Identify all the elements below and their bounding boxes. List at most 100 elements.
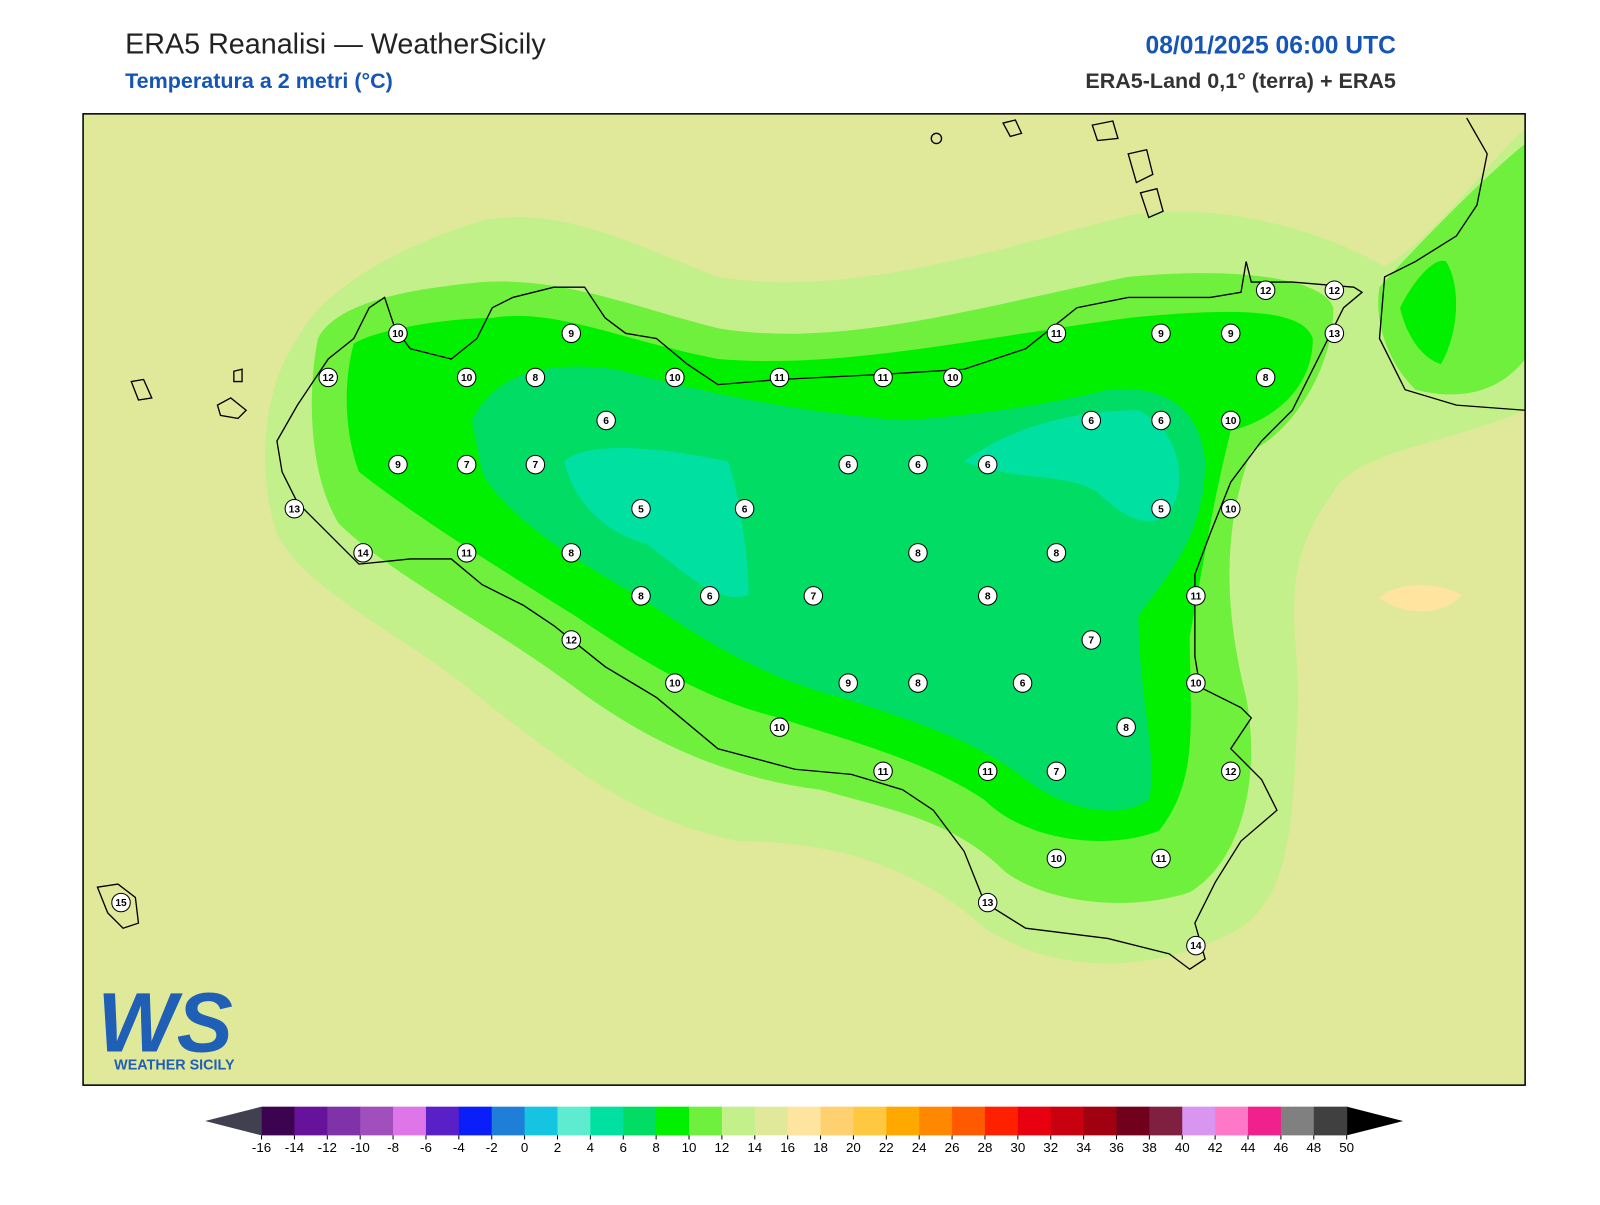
colorbar-bin: [886, 1106, 920, 1136]
colorbar-tick-label: -14: [285, 1140, 305, 1155]
station-value: 13: [982, 898, 994, 909]
station-marker: [525, 367, 546, 388]
station-marker: [769, 717, 790, 737]
station-marker: [1046, 761, 1067, 782]
station-value: 6: [1088, 416, 1094, 427]
station-marker: [977, 761, 998, 782]
station-marker: [908, 543, 928, 563]
station-value: 11: [878, 767, 889, 778]
station-value: 10: [669, 679, 681, 690]
station-value: 14: [357, 548, 369, 559]
colorbar-bin: [1182, 1106, 1216, 1136]
station-value: 10: [461, 373, 473, 384]
station-marker: [1186, 673, 1206, 693]
station-marker: [665, 367, 685, 388]
station-marker: [977, 892, 998, 913]
colorbar-tick-label: 30: [1010, 1140, 1025, 1155]
station-marker: [1046, 848, 1067, 869]
colorbar-tick-label: -12: [318, 1140, 337, 1155]
colorbar-tick-label: 32: [1043, 1140, 1058, 1155]
colorbar-bin: [721, 1106, 756, 1136]
colorbar-bin: [1280, 1106, 1315, 1136]
station-marker: [1255, 280, 1276, 300]
station-value: 6: [603, 416, 609, 427]
station-value: 11: [461, 548, 472, 559]
station-value: 10: [1190, 679, 1202, 690]
colorbar-bin: [327, 1106, 361, 1136]
island: [1091, 120, 1119, 142]
colorbar-tick-label: 44: [1241, 1140, 1256, 1155]
island: [1139, 187, 1164, 219]
station-value: 12: [1329, 286, 1341, 297]
colorbar-bin: [754, 1106, 789, 1136]
colorbar-bin: [853, 1106, 887, 1136]
station-value: 7: [1054, 767, 1060, 778]
colorbar-bin: [656, 1106, 690, 1136]
station-value: 7: [810, 591, 816, 602]
colorbar-bin: [919, 1106, 953, 1136]
contour-4-6: [964, 410, 1180, 522]
station-value: 8: [915, 679, 921, 690]
coastline-calabria: [1378, 117, 1526, 411]
station-marker: [353, 543, 373, 563]
station-value: 12: [323, 373, 335, 384]
station-value: 11: [878, 373, 889, 384]
colorbar-tick-label: 20: [846, 1140, 861, 1155]
station-value: 10: [392, 329, 404, 340]
station-marker: [1255, 367, 1276, 388]
station-marker: [1221, 323, 1241, 344]
source: ERA5-Land 0,1° (terra) + ERA5: [1085, 69, 1396, 93]
colorbar-bin: [1248, 1106, 1282, 1136]
colorbar-bin: [393, 1106, 427, 1136]
colorbar-tick-label: 22: [879, 1140, 894, 1155]
station-marker: [1221, 410, 1241, 431]
colorbar-tick-label: 6: [620, 1140, 627, 1155]
station-marker: [1151, 498, 1171, 519]
colorbar: -16 -14 -12 -10 -8 -6 -4 -2 0 2 4 6 8 10 12 14 16 18 20 22 2…: [205, 1106, 1404, 1155]
station-marker: [388, 454, 408, 475]
station-value: 8: [1054, 548, 1060, 559]
colorbar-tick-label: 18: [813, 1140, 828, 1155]
colorbar-bin: [820, 1106, 854, 1136]
station-value: 12: [566, 636, 578, 647]
island: [1127, 148, 1154, 184]
station-value: 10: [669, 373, 681, 384]
station-marker: [388, 323, 408, 344]
colorbar-tick-label: 48: [1306, 1140, 1321, 1155]
station-value: 10: [1051, 854, 1063, 865]
station-marker: [977, 586, 998, 606]
colorbar-over: [1346, 1106, 1404, 1136]
station-marker: [318, 367, 338, 388]
colorbar-tick-label: 40: [1175, 1140, 1190, 1155]
station-value: 8: [638, 591, 644, 602]
colorbar-bin: [557, 1106, 591, 1136]
colorbar-bin: [689, 1106, 723, 1136]
station-marker: [1221, 761, 1241, 782]
colorbar-tick-label: 26: [945, 1140, 960, 1155]
colorbar-tick-label: 36: [1109, 1140, 1124, 1155]
colorbar-tick-label: -8: [387, 1140, 399, 1155]
colorbar-tick-label: 14: [747, 1140, 762, 1155]
station-value: 15: [115, 898, 127, 909]
station-marker: [769, 367, 790, 388]
station-marker: [908, 454, 928, 475]
map-frame: [82, 113, 1526, 1086]
station-value: 9: [1228, 329, 1234, 340]
station-marker: [561, 323, 582, 344]
station-value: 10: [1225, 504, 1237, 515]
station-value: 9: [845, 679, 851, 690]
station-marker: [873, 761, 893, 782]
island: [1002, 119, 1023, 138]
station-marker: [977, 454, 998, 475]
station-value: 6: [1158, 416, 1164, 427]
colorbar-bin: [294, 1106, 328, 1136]
station-marker: [596, 410, 616, 431]
station-value: 5: [638, 504, 644, 515]
colorbar-tick-label: -16: [252, 1140, 271, 1155]
station-value: 8: [568, 548, 574, 559]
island: [930, 132, 943, 145]
station-marker: [908, 673, 928, 693]
station-marker: [456, 543, 477, 563]
station-marker: [734, 498, 755, 519]
